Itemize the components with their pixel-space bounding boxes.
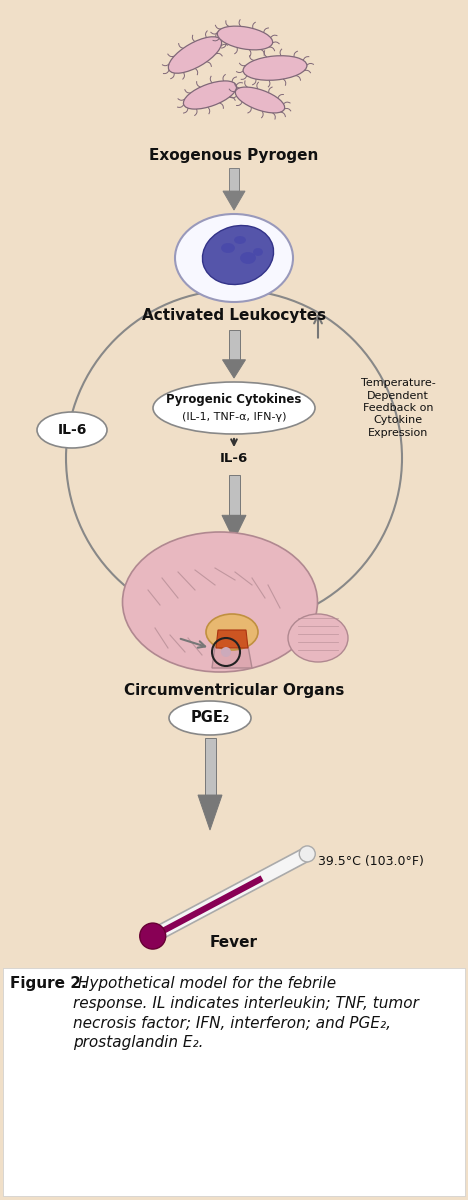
Polygon shape <box>216 630 248 648</box>
Ellipse shape <box>183 80 237 109</box>
Text: Pyrogenic Cytokines: Pyrogenic Cytokines <box>166 394 302 407</box>
Ellipse shape <box>153 382 315 434</box>
Ellipse shape <box>221 647 231 658</box>
Polygon shape <box>228 475 240 515</box>
Text: Activated Leukocytes: Activated Leukocytes <box>142 308 326 323</box>
Text: IL-6: IL-6 <box>57 422 87 437</box>
Text: 39.5°C (103.0°F): 39.5°C (103.0°F) <box>318 856 424 869</box>
FancyArrowPatch shape <box>314 316 322 337</box>
Polygon shape <box>229 168 239 191</box>
Text: (IL-1, TNF-α, IFN-γ): (IL-1, TNF-α, IFN-γ) <box>182 412 286 422</box>
Ellipse shape <box>234 236 246 244</box>
Ellipse shape <box>168 37 222 73</box>
FancyBboxPatch shape <box>3 968 465 1196</box>
Ellipse shape <box>217 26 273 50</box>
Polygon shape <box>149 847 311 942</box>
Ellipse shape <box>203 226 274 284</box>
Polygon shape <box>212 646 252 668</box>
Ellipse shape <box>253 248 263 256</box>
Text: PGE₂: PGE₂ <box>190 710 230 726</box>
Text: IL-6: IL-6 <box>220 452 248 464</box>
Ellipse shape <box>235 88 285 113</box>
Ellipse shape <box>206 614 258 650</box>
Polygon shape <box>198 796 222 830</box>
Ellipse shape <box>123 532 317 672</box>
Text: Hypothetical model for the febrile
response. IL indicates interleukin; TNF, tumo: Hypothetical model for the febrile respo… <box>73 976 419 1050</box>
Text: Exogenous Pyrogen: Exogenous Pyrogen <box>149 148 319 163</box>
Polygon shape <box>222 360 246 378</box>
Ellipse shape <box>221 242 235 253</box>
Circle shape <box>140 923 166 949</box>
Polygon shape <box>153 876 263 938</box>
Ellipse shape <box>175 214 293 302</box>
Polygon shape <box>228 330 240 360</box>
Polygon shape <box>205 738 215 796</box>
Polygon shape <box>222 515 246 540</box>
Text: Circumventricular Organs: Circumventricular Organs <box>124 683 344 698</box>
Ellipse shape <box>37 412 107 448</box>
Ellipse shape <box>240 252 256 264</box>
Ellipse shape <box>169 701 251 734</box>
Ellipse shape <box>288 614 348 662</box>
Circle shape <box>299 846 315 862</box>
Ellipse shape <box>243 55 307 80</box>
Text: Fever: Fever <box>210 935 258 950</box>
Polygon shape <box>223 191 245 210</box>
Text: Temperature-
Dependent
Feedback on
Cytokine
Expression: Temperature- Dependent Feedback on Cytok… <box>361 378 435 438</box>
FancyArrowPatch shape <box>181 638 205 648</box>
Text: Figure 2.: Figure 2. <box>10 976 87 991</box>
